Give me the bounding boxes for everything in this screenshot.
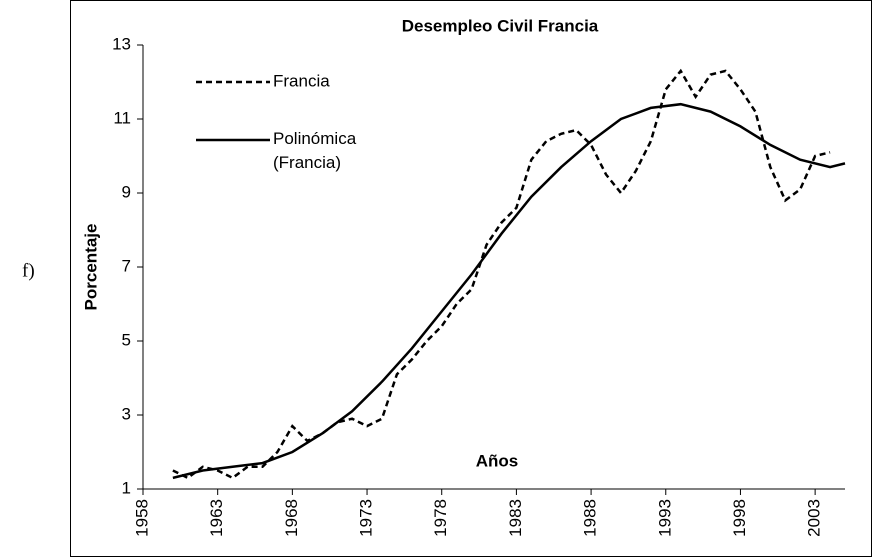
y-tick-label: 3 [122, 404, 131, 423]
y-tick-label: 13 [112, 34, 131, 53]
x-tick-label: 1963 [207, 499, 226, 537]
legend-label: Francia [273, 71, 330, 90]
panel-label: f) [22, 260, 35, 281]
x-tick-label: 1973 [357, 499, 376, 537]
chart-frame [70, 0, 872, 557]
y-tick-label: 9 [122, 182, 131, 201]
x-tick-label: 1983 [506, 499, 525, 537]
y-tick-label: 11 [113, 108, 131, 127]
legend-label: Polinómica (Francia) [273, 129, 357, 172]
y-tick-label: 1 [122, 478, 131, 497]
y-tick-label: 5 [122, 330, 131, 349]
chart-title: Desempleo Civil Francia [402, 16, 599, 35]
x-tick-label: 1988 [581, 499, 600, 537]
line-series [172, 68, 831, 480]
annotation: Años [476, 451, 519, 470]
x-tick-label: 1958 [132, 499, 151, 537]
x-tick-label: 1993 [655, 499, 674, 537]
x-tick-label: 1978 [431, 499, 450, 537]
x-tick-label: 2003 [805, 499, 824, 537]
x-tick-label: 1968 [282, 499, 301, 537]
y-axis-label: Porcentaje [81, 224, 100, 311]
x-tick-label: 1998 [730, 499, 749, 537]
y-tick-label: 7 [122, 256, 131, 275]
line-series [172, 102, 846, 480]
